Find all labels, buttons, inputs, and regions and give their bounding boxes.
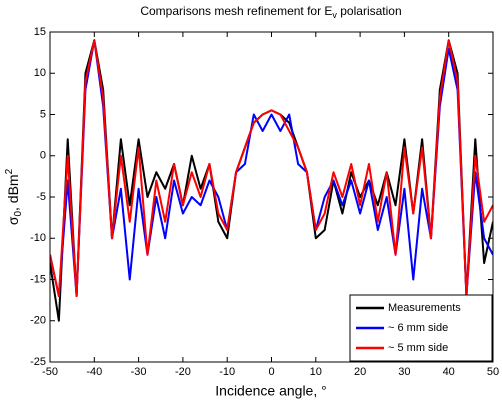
x-tick-label: 20 — [354, 366, 366, 378]
y-tick-label: -10 — [30, 232, 46, 244]
x-tick-label: -40 — [86, 366, 102, 378]
series-line — [50, 39, 493, 297]
y-tick-label: 10 — [34, 67, 46, 79]
legend-label: ~ 6 mm side — [388, 322, 448, 334]
x-tick-label: -50 — [42, 366, 58, 378]
y-tick-label: -20 — [30, 315, 46, 327]
y-tick-label: 5 — [40, 108, 46, 120]
x-tick-label: 30 — [398, 366, 410, 378]
series-line — [50, 39, 493, 297]
x-tick-label: 40 — [443, 366, 455, 378]
y-tick-label: -5 — [36, 191, 46, 203]
y-tick-label: -15 — [30, 273, 46, 285]
x-tick-label: 50 — [487, 366, 499, 378]
x-axis-label: Incidence angle, ° — [215, 383, 326, 399]
legend-label: Measurements — [388, 302, 461, 314]
x-tick-label: 10 — [310, 366, 322, 378]
y-tick-label: 0 — [40, 150, 46, 162]
x-tick-label: -10 — [219, 366, 235, 378]
x-tick-label: 0 — [268, 366, 274, 378]
lines — [50, 39, 493, 322]
chart-title: Comparisons mesh refinement for Ev polar… — [140, 4, 401, 20]
y-tick-label: -25 — [30, 356, 46, 368]
legend-label: ~ 5 mm side — [388, 342, 448, 354]
x-tick-label: -30 — [131, 366, 147, 378]
y-tick-label: 15 — [34, 26, 46, 38]
x-tick-label: -20 — [175, 366, 191, 378]
y-axis-label: σ0, dBm2 — [4, 168, 24, 225]
